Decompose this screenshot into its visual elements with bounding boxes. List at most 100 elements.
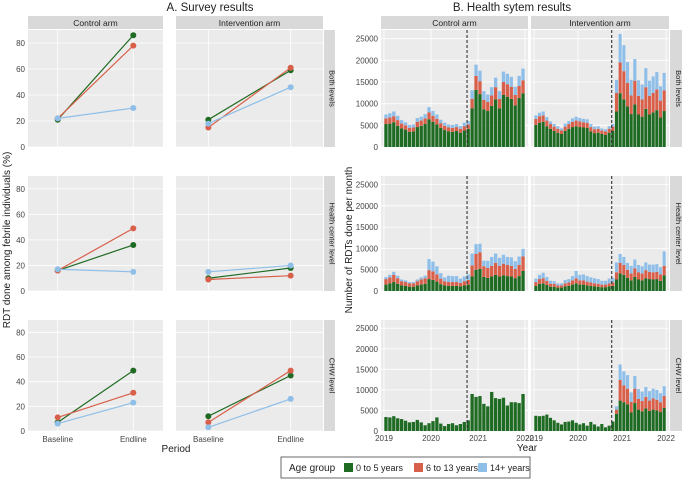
health-bar-6-13 (607, 283, 611, 287)
health-bar-0-5 (611, 285, 615, 291)
health-bar-0-5 (644, 408, 648, 431)
health-bar-6-13 (658, 100, 663, 118)
health-bar-0-5 (600, 134, 604, 147)
health-bar-0-5 (552, 420, 556, 431)
health-bar-0-5 (415, 285, 419, 291)
health-bar-6-13 (603, 131, 608, 135)
health-bar-0-5 (470, 394, 474, 431)
health-bar-0-5 (545, 414, 549, 431)
legend-label-14-plus: 14+ years (490, 463, 530, 473)
survey-x-tick-label: Endline (277, 435, 304, 444)
survey-point (287, 272, 294, 279)
health-bar-14-plus (592, 126, 597, 130)
survey-point (287, 64, 294, 71)
health-bar-6-13 (486, 101, 490, 112)
health-bar-0-5 (482, 403, 486, 431)
health-bar-0-5 (596, 426, 600, 431)
health-y-tick-label: 15000 (356, 365, 379, 374)
health-bar-14-plus (427, 107, 431, 113)
health-bar-6-13 (651, 272, 655, 280)
survey-column-label: Control arm (73, 18, 117, 28)
health-bar-0-5 (505, 405, 510, 431)
health-bar-6-13 (541, 278, 545, 284)
health-bar-6-13 (589, 282, 593, 286)
health-bar-14-plus (600, 280, 604, 285)
survey-point (54, 420, 61, 427)
health-bar-0-5 (431, 121, 435, 147)
health-bar-14-plus (592, 278, 597, 284)
health-bar-0-5 (545, 126, 549, 147)
health-bar-0-5 (415, 127, 419, 147)
health-y-tick-label: 0 (374, 143, 379, 152)
health-bar-6-13 (497, 98, 502, 109)
survey-point (130, 399, 137, 406)
health-bar-0-5 (644, 108, 648, 147)
health-bar-0-5 (466, 420, 470, 431)
health-bar-0-5 (384, 284, 388, 291)
health-bar-14-plus (411, 282, 416, 284)
health-bar-14-plus (482, 91, 486, 100)
health-bar-6-13 (431, 271, 435, 280)
health-bar-14-plus (647, 391, 652, 401)
health-bar-6-13 (407, 127, 412, 132)
health-bar-6-13 (396, 278, 400, 284)
health-x-tick-label: 2020 (422, 434, 440, 443)
survey-y-tick-label: 20 (16, 402, 25, 411)
health-bar-6-13 (490, 265, 494, 277)
survey-panel-background (28, 176, 163, 291)
health-bar-14-plus (618, 364, 622, 381)
health-x-tick-label: 2019 (375, 434, 393, 443)
health-bar-0-5 (541, 415, 545, 431)
health-bar-6-13 (662, 396, 666, 408)
health-bar-0-5 (399, 128, 404, 147)
health-bar-6-13 (622, 71, 626, 100)
health-bar-0-5 (570, 420, 575, 431)
survey-y-tick-label: 20 (16, 261, 25, 270)
survey-y-tick-label: 60 (16, 210, 25, 219)
health-bar-6-13 (655, 271, 659, 280)
health-bar-6-13 (493, 87, 498, 100)
health-bar-6-13 (640, 400, 644, 412)
health-bar-6-13 (636, 95, 641, 115)
survey-point (205, 276, 212, 283)
health-bar-14-plus (435, 266, 439, 275)
health-bar-14-plus (640, 266, 644, 274)
health-bar-6-13 (482, 99, 486, 110)
health-bar-0-5 (462, 285, 466, 291)
health-bar-14-plus (509, 257, 513, 266)
health-bar-14-plus (662, 386, 666, 397)
health-bar-14-plus (651, 76, 655, 93)
health-bar-0-5 (607, 132, 611, 147)
health-bar-0-5 (633, 403, 637, 431)
health-bar-6-13 (636, 398, 641, 410)
health-x-tick-label: 2019 (525, 434, 543, 443)
health-bar-0-5 (474, 89, 478, 147)
health-bar-0-5 (651, 409, 655, 431)
health-bar-0-5 (423, 124, 427, 147)
health-bar-6-13 (443, 281, 447, 286)
health-bar-14-plus (563, 123, 567, 127)
health-bar-0-5 (478, 94, 482, 147)
health-bar-6-13 (647, 95, 652, 115)
health-bar-14-plus (458, 125, 463, 129)
health-bar-14-plus (614, 406, 619, 410)
health-bar-6-13 (474, 253, 478, 270)
health-bar-6-13 (622, 265, 626, 275)
health-y-tick-label: 20000 (356, 56, 379, 65)
health-bar-0-5 (607, 286, 611, 291)
health-bar-0-5 (552, 286, 556, 291)
health-bar-0-5 (415, 419, 419, 431)
health-bar-14-plus (450, 276, 455, 283)
health-bar-6-13 (415, 281, 419, 286)
health-row-label: CHW level (674, 358, 683, 394)
health-bar-0-5 (618, 400, 622, 431)
health-bar-14-plus (443, 122, 447, 126)
health-bar-14-plus (482, 260, 486, 267)
health-bar-0-5 (537, 122, 542, 147)
health-bar-14-plus (578, 117, 582, 122)
health-bar-0-5 (411, 421, 416, 431)
health-bar-0-5 (513, 105, 517, 147)
health-bar-6-13 (581, 280, 586, 285)
health-bar-14-plus (403, 280, 408, 283)
health-bar-14-plus (658, 267, 663, 275)
